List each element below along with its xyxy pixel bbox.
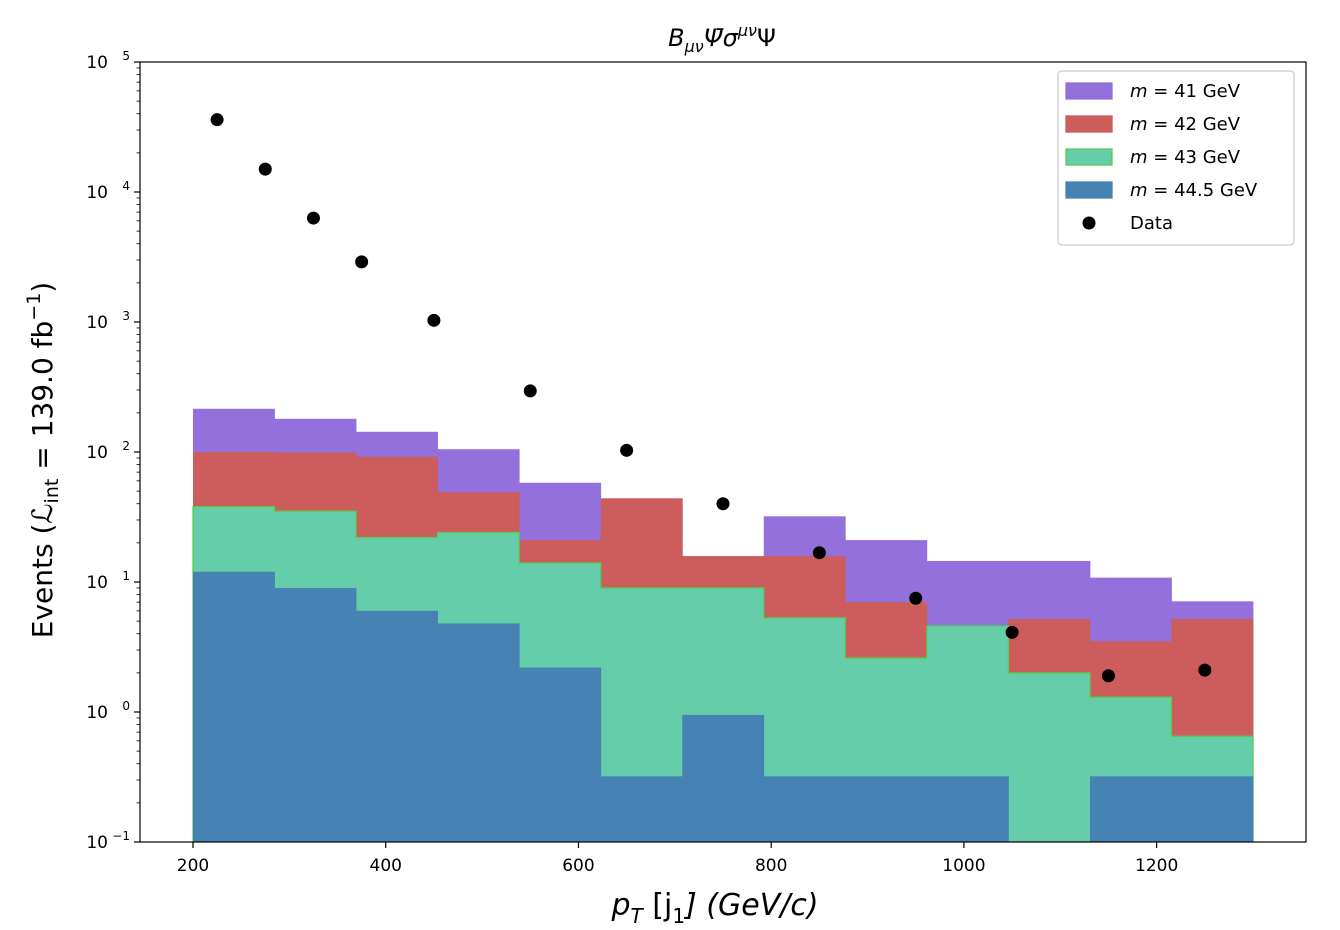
legend-swatch-1 bbox=[1065, 82, 1113, 100]
bar-m44-5-bin-13 bbox=[1171, 776, 1254, 842]
x-tick-label-1000: 1000 bbox=[942, 856, 985, 876]
data-points bbox=[210, 113, 1212, 683]
y-tick-exponent-0: 0 bbox=[122, 699, 130, 713]
chart-title: BμνΨ̄σμνΨ bbox=[668, 21, 776, 56]
data-point-4 bbox=[355, 255, 369, 269]
data-point-8 bbox=[716, 497, 730, 511]
data-point-9 bbox=[812, 546, 826, 560]
data-point-1 bbox=[210, 113, 224, 127]
bar-m44-5-bin-5 bbox=[519, 667, 602, 842]
bar-m44-5-bin-8 bbox=[763, 776, 846, 842]
y-tick-label--1: 10 bbox=[86, 833, 108, 853]
data-point-12 bbox=[1101, 669, 1115, 683]
legend-label-3: m = 43 GeV bbox=[1130, 147, 1241, 168]
bar-m44-5-bin-9 bbox=[845, 776, 928, 842]
bar-m44-5-bin-10 bbox=[926, 776, 1009, 842]
y-axis-label: Events (ℒint = 139.0 fb−1) bbox=[23, 282, 63, 638]
x-tick-label-400: 400 bbox=[370, 856, 402, 876]
data-point-2 bbox=[258, 162, 272, 176]
legend: m = 41 GeV m = 42 GeV m = 43 GeV m = 44.5 G… bbox=[1057, 70, 1295, 246]
legend-marker-data bbox=[1082, 216, 1096, 230]
legend-label-4: m = 44.5 GeV bbox=[1130, 180, 1258, 201]
y-tick-label-4: 10 bbox=[86, 183, 108, 203]
x-tick-label-1200: 1200 bbox=[1135, 856, 1178, 876]
y-tick-exponent-2: 2 bbox=[122, 439, 130, 453]
y-tick-label-5: 10 bbox=[86, 53, 108, 73]
data-point-5 bbox=[427, 313, 441, 327]
bar-m43-bin-11 bbox=[1008, 672, 1091, 842]
y-tick-exponent-4: 4 bbox=[122, 179, 130, 193]
data-point-6 bbox=[523, 384, 537, 398]
data-point-7 bbox=[620, 443, 634, 457]
y-tick-exponent-1: 1 bbox=[122, 569, 130, 583]
data-point-13 bbox=[1198, 663, 1212, 677]
bar-m44-5-bin-12 bbox=[1089, 776, 1172, 842]
legend-swatch-2 bbox=[1065, 115, 1113, 133]
x-axis-ticks: 200 400 600 800 1000 1200 bbox=[177, 842, 1178, 876]
legend-box bbox=[1057, 70, 1295, 246]
x-tick-label-200: 200 bbox=[177, 856, 209, 876]
legend-swatch-3 bbox=[1065, 148, 1113, 166]
legend-label-2: m = 42 GeV bbox=[1130, 114, 1241, 135]
outline-m43 bbox=[192, 505, 1254, 842]
data-point-10 bbox=[909, 591, 923, 605]
y-tick-label-1: 10 bbox=[86, 573, 108, 593]
bar-m44-5-bin-6 bbox=[600, 776, 683, 842]
bar-m44-5-bin-1 bbox=[193, 571, 275, 842]
legend-label-1: m = 41 GeV bbox=[1130, 81, 1241, 102]
data-point-3 bbox=[306, 211, 320, 225]
y-tick-label-3: 10 bbox=[86, 313, 108, 333]
y-axis-ticks: 10 −1 10 0 10 1 10 2 10 3 10 4 10 5 bbox=[86, 49, 140, 853]
bar-m44-5-bin-2 bbox=[274, 587, 357, 842]
y-tick-exponent-5: 5 bbox=[122, 49, 130, 63]
data-point-11 bbox=[1005, 625, 1019, 639]
bar-m44-5-bin-4 bbox=[437, 623, 520, 842]
y-tick-label-0: 10 bbox=[86, 703, 108, 723]
x-axis-label: pT [j1] (GeV/c) bbox=[610, 888, 818, 928]
bar-m44-5-bin-7 bbox=[682, 714, 765, 842]
x-tick-label-600: 600 bbox=[562, 856, 594, 876]
legend-swatch-4 bbox=[1065, 181, 1113, 199]
histogram-bars bbox=[192, 408, 1254, 842]
legend-label-5: Data bbox=[1130, 213, 1173, 234]
y-tick-exponent--1: −1 bbox=[112, 829, 130, 843]
bar-m44-5-bin-3 bbox=[356, 610, 438, 842]
x-tick-label-800: 800 bbox=[755, 856, 787, 876]
y-tick-exponent-3: 3 bbox=[122, 309, 130, 323]
y-tick-label-2: 10 bbox=[86, 443, 108, 463]
